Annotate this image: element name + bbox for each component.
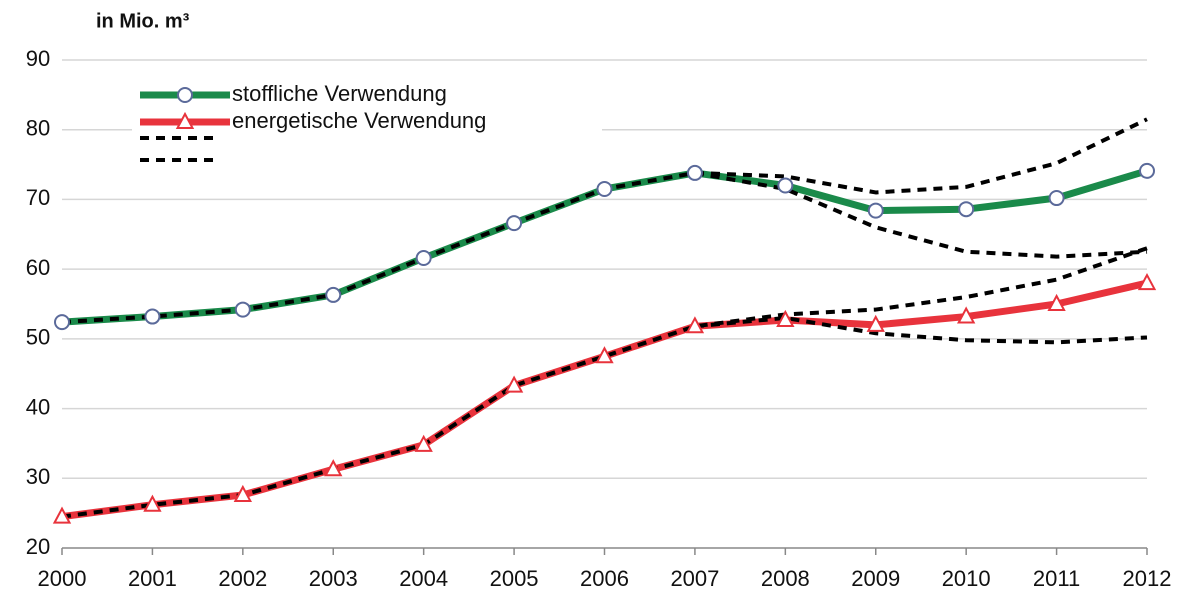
point [685,316,705,334]
series-line [61,279,1148,521]
x-tick-label: 2006 [580,566,629,591]
legend-marker [175,111,195,129]
x-tick-label: 2005 [490,566,539,591]
point [324,459,343,477]
point [504,375,524,393]
dashed-line [61,246,1148,519]
legend-marker [177,87,193,103]
y-tick-label: 90 [26,46,50,71]
dashed-line [694,170,1148,259]
x-tick-label: 2001 [128,566,177,591]
x-tick-label: 2007 [670,566,719,591]
legend-label: stoffliche Verwendung [232,81,447,106]
point [54,314,70,331]
x-tick-label: 2000 [38,566,87,591]
unit-label: in Mio. m³ [96,10,190,32]
point [506,215,523,232]
point [866,314,885,332]
point [1139,162,1155,179]
point [52,506,72,524]
point [686,164,703,181]
x-tick-label: 2008 [761,566,810,591]
point [1137,272,1157,291]
y-tick-label: 80 [26,116,50,141]
point [867,202,884,219]
y-tick-label: 50 [26,325,50,350]
x-tick-label: 2010 [942,566,991,591]
y-tick-label: 20 [26,534,50,559]
point [595,346,614,364]
point [143,494,162,512]
point [958,201,975,218]
point [234,301,251,318]
y-tick-label: 60 [26,255,50,280]
point [596,180,613,197]
legend-label: energetische Verwendung [232,108,486,133]
x-tick-label: 2004 [399,566,448,591]
point [956,306,976,324]
point [776,309,795,328]
dashed-line [694,315,1148,345]
point [415,249,432,266]
x-tick-label: 2012 [1123,566,1172,591]
point [1048,190,1065,207]
y-tick-label: 70 [26,185,50,210]
point [1047,293,1066,311]
point [144,308,161,325]
point [777,177,794,194]
x-tick-label: 2011 [1033,566,1080,591]
y-tick-label: 30 [26,464,50,489]
y-tick-label: 40 [26,394,50,419]
x-tick-label: 2009 [851,566,900,591]
point [325,286,342,303]
x-tick-label: 2003 [309,566,358,591]
x-tick-label: 2002 [218,566,267,591]
point [233,484,253,503]
point [414,434,433,452]
